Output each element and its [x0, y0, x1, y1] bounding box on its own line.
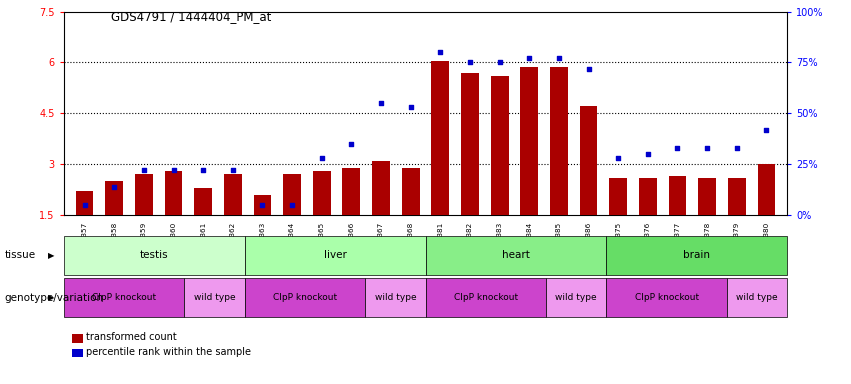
- Text: ▶: ▶: [48, 293, 54, 302]
- Point: [730, 145, 744, 151]
- Point: [552, 55, 566, 61]
- Bar: [283, 174, 301, 215]
- Bar: [245, 278, 365, 317]
- Bar: [607, 278, 727, 317]
- Point: [611, 155, 625, 161]
- Bar: [64, 278, 185, 317]
- Bar: [669, 176, 687, 215]
- Bar: [342, 167, 360, 215]
- Bar: [728, 178, 745, 215]
- Text: ClpP knockout: ClpP knockout: [454, 293, 518, 302]
- Point: [137, 167, 151, 173]
- Bar: [431, 61, 449, 215]
- Bar: [185, 278, 245, 317]
- Bar: [106, 181, 123, 215]
- Bar: [698, 178, 716, 215]
- Point: [167, 167, 180, 173]
- Bar: [609, 178, 627, 215]
- Text: ClpP knockout: ClpP knockout: [635, 293, 699, 302]
- Bar: [64, 236, 245, 275]
- Bar: [426, 236, 606, 275]
- Text: brain: brain: [683, 250, 711, 260]
- Point: [77, 202, 91, 208]
- Text: testis: testis: [140, 250, 168, 260]
- Text: wild type: wild type: [194, 293, 236, 302]
- Bar: [254, 195, 271, 215]
- Point: [107, 184, 121, 190]
- Bar: [245, 236, 426, 275]
- Text: wild type: wild type: [556, 293, 597, 302]
- Point: [641, 151, 654, 157]
- Point: [315, 155, 328, 161]
- Text: percentile rank within the sample: percentile rank within the sample: [86, 347, 251, 357]
- Text: ClpP knockout: ClpP knockout: [273, 293, 337, 302]
- Bar: [520, 68, 538, 215]
- Bar: [365, 278, 426, 317]
- Bar: [135, 174, 153, 215]
- Text: wild type: wild type: [374, 293, 416, 302]
- Text: liver: liver: [323, 250, 346, 260]
- Text: transformed count: transformed count: [86, 332, 177, 342]
- Bar: [76, 191, 94, 215]
- Bar: [426, 278, 546, 317]
- Bar: [461, 73, 479, 215]
- Text: ClpP knockout: ClpP knockout: [92, 293, 157, 302]
- Bar: [224, 174, 242, 215]
- Point: [226, 167, 240, 173]
- Point: [582, 65, 596, 71]
- Bar: [607, 236, 787, 275]
- Text: heart: heart: [502, 250, 530, 260]
- Bar: [313, 171, 331, 215]
- Bar: [757, 164, 775, 215]
- Point: [197, 167, 210, 173]
- Bar: [402, 167, 420, 215]
- Bar: [491, 76, 509, 215]
- Point: [463, 59, 477, 65]
- Bar: [194, 188, 212, 215]
- Point: [760, 126, 774, 132]
- Point: [433, 49, 447, 55]
- Point: [404, 104, 418, 110]
- Bar: [727, 278, 787, 317]
- Text: tissue: tissue: [4, 250, 36, 260]
- Point: [493, 59, 506, 65]
- Text: GDS4791 / 1444404_PM_at: GDS4791 / 1444404_PM_at: [111, 10, 271, 23]
- Text: genotype/variation: genotype/variation: [4, 293, 103, 303]
- Bar: [546, 278, 607, 317]
- Point: [671, 145, 684, 151]
- Bar: [580, 106, 597, 215]
- Point: [255, 202, 269, 208]
- Point: [523, 55, 536, 61]
- Bar: [639, 178, 657, 215]
- Bar: [164, 171, 182, 215]
- Point: [374, 100, 388, 106]
- Text: wild type: wild type: [736, 293, 778, 302]
- Text: ▶: ▶: [48, 251, 54, 260]
- Point: [700, 145, 714, 151]
- Point: [345, 141, 358, 147]
- Bar: [550, 68, 568, 215]
- Bar: [372, 161, 390, 215]
- Point: [285, 202, 299, 208]
